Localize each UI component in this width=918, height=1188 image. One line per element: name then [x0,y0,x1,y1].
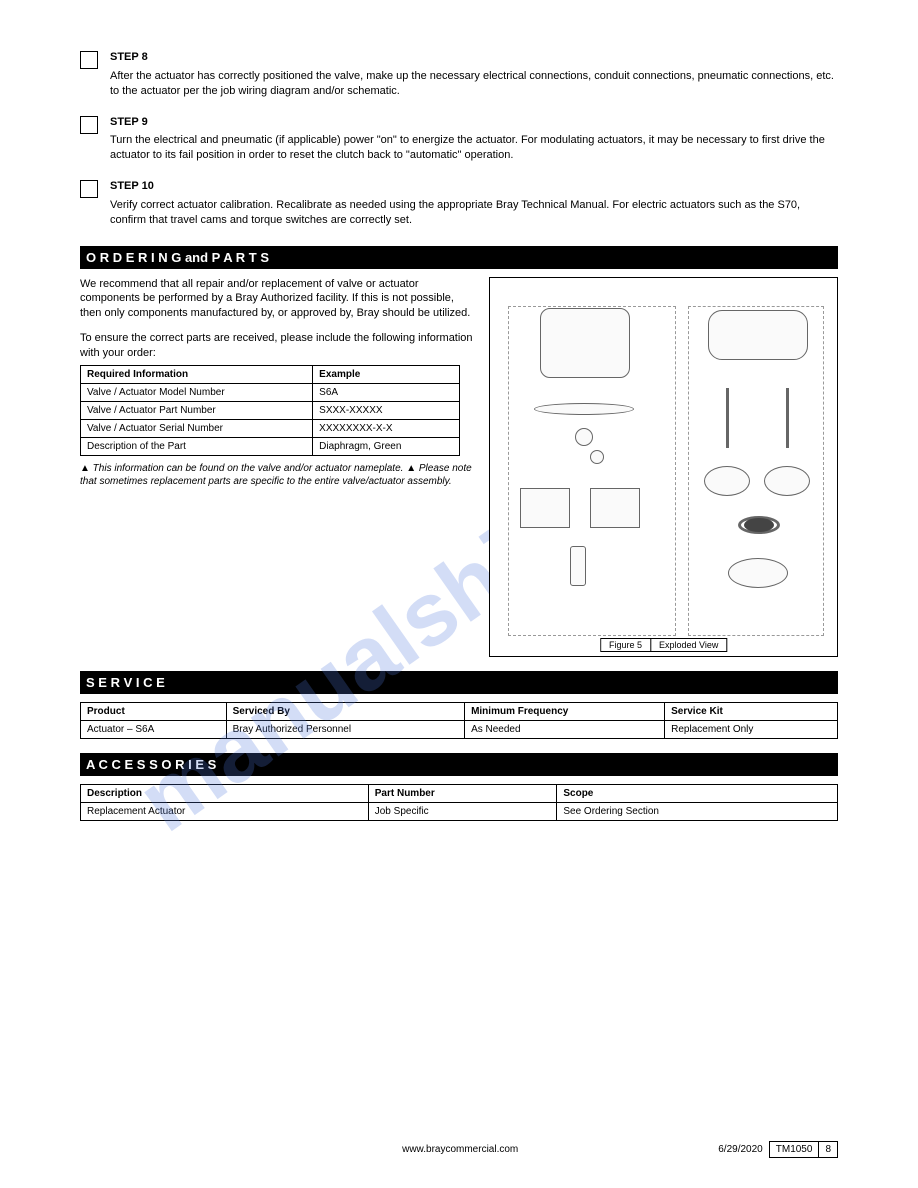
col-header: Example [313,365,460,383]
ordering-note: ▲ This information can be found on the v… [80,462,477,488]
figure-part [704,466,750,496]
checkbox-icon [80,51,98,69]
section-header-accessories: A C C E S S O R I E S [80,753,838,776]
cell: Valve / Actuator Serial Number [81,419,313,437]
col-header: Description [81,784,369,802]
cell: Valve / Actuator Model Number [81,383,313,401]
ordering-table: Required Information Example Valve / Act… [80,365,460,456]
table-row: Valve / Actuator Part Number SXXX-XXXXX [81,401,460,419]
ordering-intro: We recommend that all repair and/or repl… [80,277,477,322]
figure-title: Exploded View [651,639,726,651]
cell: Valve / Actuator Part Number [81,401,313,419]
section-header-ordering: O R D E R I N G and P A R T S [80,246,838,269]
figure-part [590,488,640,528]
step-8: STEP 8 After the actuator has correctly … [80,50,838,103]
figure-part [534,403,634,415]
col-header: Required Information [81,365,313,383]
figure-caption: Figure 5 Exploded View [600,638,727,652]
footer-site: www.braycommercial.com [402,1144,518,1155]
accessories-table: Description Part Number Scope Replacemen… [80,784,838,821]
doc-code: TM1050 [770,1142,820,1157]
table-row: Description of the Part Diaphragm, Green [81,437,460,455]
figure-part [708,310,808,360]
ordering-sub: To ensure the correct parts are received… [80,331,477,361]
page-box: TM1050 8 [769,1141,838,1158]
figure-part [726,388,729,448]
table-row: Valve / Actuator Model Number S6A [81,383,460,401]
footer-date: 6/29/2020 [718,1144,763,1155]
cell: S6A [313,383,460,401]
cell: Bray Authorized Personnel [226,720,464,738]
step-label: STEP 8 [110,51,148,63]
figure-part [744,518,774,532]
col-header: Service Kit [665,702,838,720]
table-row: Replacement Actuator Job Specific See Or… [81,802,838,820]
step-text: Verify correct actuator calibration. Rec… [110,198,838,228]
figure-part [728,558,788,588]
col-header: Part Number [368,784,557,802]
step-text: Turn the electrical and pneumatic (if ap… [110,133,838,163]
step-label: STEP 9 [110,116,148,128]
cell: See Ordering Section [557,802,838,820]
cell: Replacement Only [665,720,838,738]
step-9: STEP 9 Turn the electrical and pneumatic… [80,115,838,168]
step-label: STEP 10 [110,180,154,192]
figure-part [575,428,593,446]
service-table: Product Serviced By Minimum Frequency Se… [80,702,838,739]
table-row: Actuator – S6A Bray Authorized Personnel… [81,720,838,738]
figure-part [520,488,570,528]
figure-number: Figure 5 [601,639,651,651]
step-text: After the actuator has correctly positio… [110,69,838,99]
cell: XXXXXXXX-X-X [313,419,460,437]
figure-part [764,466,810,496]
cell: SXXX-XXXXX [313,401,460,419]
section-header-service: S E R V I C E [80,671,838,694]
figure-part [570,546,586,586]
col-header: Serviced By [226,702,464,720]
cell: Diaphragm, Green [313,437,460,455]
checkbox-icon [80,116,98,134]
table-row: Valve / Actuator Serial Number XXXXXXXX-… [81,419,460,437]
checkbox-icon [80,180,98,198]
step-10: STEP 10 Verify correct actuator calibrat… [80,179,838,232]
figure-part [786,388,789,448]
cell: Description of the Part [81,437,313,455]
exploded-view-figure: Figure 5 Exploded View [489,277,838,657]
footer: www.braycommercial.com 6/29/2020 TM1050 … [402,1141,838,1158]
cell: Actuator – S6A [81,720,227,738]
page-number: 8 [819,1142,837,1157]
col-header: Minimum Frequency [465,702,665,720]
cell: As Needed [465,720,665,738]
figure-part [590,450,604,464]
cell: Job Specific [368,802,557,820]
figure-part [540,308,630,378]
col-header: Scope [557,784,838,802]
cell: Replacement Actuator [81,802,369,820]
col-header: Product [81,702,227,720]
